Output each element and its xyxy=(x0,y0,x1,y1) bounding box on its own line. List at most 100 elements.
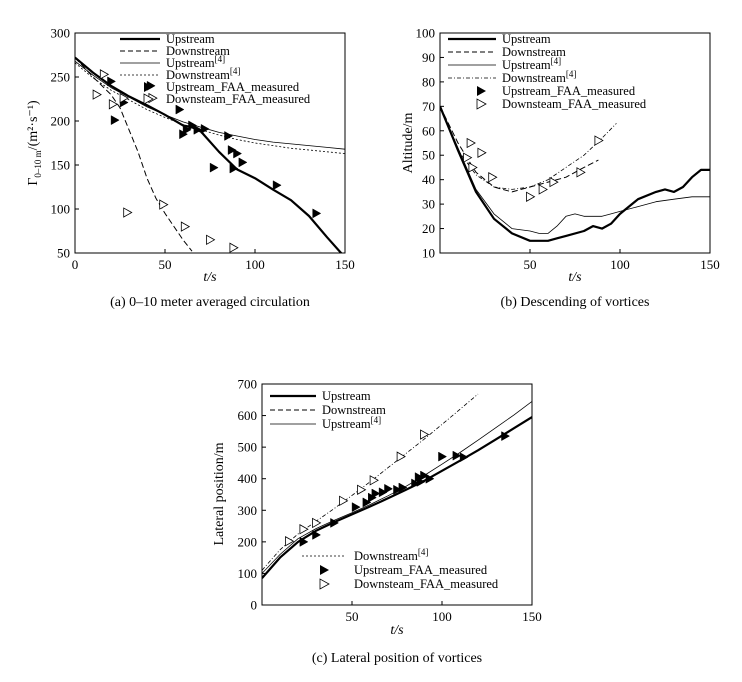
chart-c-xlabel: t/s xyxy=(390,623,404,638)
chart-c-xtick-label-1: 100 xyxy=(432,609,452,624)
chart-b-down_meas-marker-0 xyxy=(463,152,473,163)
chart-c-xtick-label-2: 150 xyxy=(522,609,542,624)
chart-a-ytick-label-1: 100 xyxy=(51,202,71,217)
chart-b-down_meas-marker-8 xyxy=(576,167,586,178)
chart-c-up_meas-marker-7 xyxy=(378,487,388,498)
chart-a-xtick-label-0: 0 xyxy=(72,257,79,272)
chart-a-legend-swatch-6 xyxy=(143,93,154,105)
chart-b-legend: Upstream Downstream Upstream[4] Downstre… xyxy=(448,32,647,111)
chart-b-ytick-label-2: 30 xyxy=(422,197,435,212)
chart-c-ytick-label-0: 0 xyxy=(251,598,258,613)
chart-a-legend: Upstream Downstream Upstream[4] Downstre… xyxy=(120,32,311,106)
chart-c-down_meas-marker-0 xyxy=(285,536,295,547)
chart-a-ytick-label-5: 300 xyxy=(51,26,71,41)
chart-b-xlabel: t/s xyxy=(568,270,582,285)
chart-b-legend-label-4: Downstream[4] xyxy=(502,69,576,85)
chart-a-legend-label-1: Upstream xyxy=(166,32,215,46)
chart-a-ytick-label-0: 50 xyxy=(57,246,70,261)
chart-b-down_meas-marker-5 xyxy=(526,191,536,202)
chart-a-up_meas-marker-11 xyxy=(224,131,234,141)
chart-c-up_meas-marker-9 xyxy=(393,484,403,495)
chart-a-down_meas-marker-2 xyxy=(108,99,119,110)
chart-b-down-line xyxy=(440,106,599,193)
chart-a-down_meas-marker-9 xyxy=(229,242,239,253)
chart-c-ytick-label-4: 400 xyxy=(238,471,258,486)
chart-b-down_meas-marker-6 xyxy=(538,184,548,195)
chart-c: 50 100 150 0 100 200 300 400 500 600 700 Lateral p… xyxy=(212,377,542,667)
chart-a-ytick-label-3: 200 xyxy=(51,114,71,129)
chart-c-ytick-label-7: 700 xyxy=(238,377,258,392)
chart-a-legend-label-4: Downstream[4] xyxy=(166,66,240,82)
chart-c-legend-bottom: Downstream[4] Upstream_FAA_measured Down… xyxy=(302,547,499,591)
chart-c-up_meas-marker-17 xyxy=(452,450,462,461)
chart-c-up_meas-marker-6 xyxy=(371,488,381,499)
chart-a-up_meas-marker-14 xyxy=(233,148,243,159)
chart-a-up_meas-marker-8 xyxy=(193,124,203,135)
chart-c-xtick-label-0: 50 xyxy=(346,609,359,624)
chart-a-ytick-label-2: 150 xyxy=(51,158,71,173)
chart-a-legend-label-2: Downstream xyxy=(166,44,230,58)
chart-a-plot-frame xyxy=(74,32,346,254)
chart-b: 50 100 150 10 20 30 40 50 60 70 80 90 100 Altitude/m… xyxy=(401,26,720,311)
chart-a-legend-label-3: Upstream[4] xyxy=(166,54,225,70)
chart-a-down_meas-marker-0 xyxy=(92,89,102,100)
chart-b-ytick-label-4: 50 xyxy=(422,148,435,163)
chart-a-caption: (a) 0–10 meter averaged circulation xyxy=(110,295,310,310)
chart-c-up_meas-marker-1 xyxy=(312,529,322,540)
chart-b-ytick-label-0: 10 xyxy=(422,246,435,261)
chart-c-ylabel: Lateral position/m xyxy=(212,442,227,545)
chart-b-down_meas-marker-7 xyxy=(549,176,559,188)
chart-c-down_ref-line xyxy=(262,393,479,571)
chart-c-down_meas-marker-5 xyxy=(369,475,379,486)
chart-c-up_meas-marker-2 xyxy=(330,517,340,528)
chart-a-up_meas-marker-6 xyxy=(182,124,192,135)
chart-b-down_meas-marker-4 xyxy=(488,172,498,183)
chart-c-plot-frame xyxy=(261,383,533,606)
chart-b-up-line xyxy=(440,105,710,242)
chart-c-up_meas-marker-10 xyxy=(398,482,408,493)
chart-c-ytick-label-6: 600 xyxy=(238,408,258,423)
chart-c-legend-top: Upstream Downstream Upstream[4] xyxy=(270,389,386,431)
chart-c-up_meas-marker-4 xyxy=(362,497,372,508)
chart-b-ticks: 50 100 150 10 20 30 40 50 60 70 80 90 100 xyxy=(416,26,720,273)
chart-b-xtick-label-2: 150 xyxy=(700,257,720,272)
chart-c-markers xyxy=(285,429,511,547)
chart-b-plot-frame xyxy=(439,32,711,254)
chart-a-xtick-label-1: 50 xyxy=(159,257,172,272)
chart-b-ytick-label-1: 20 xyxy=(422,221,435,236)
chart-a-xlabel: t/s xyxy=(203,270,217,285)
chart-a-up_meas-marker-9 xyxy=(200,123,210,134)
chart-a-down_meas-marker-8 xyxy=(206,234,216,245)
chart-a-down_meas-marker-4 xyxy=(123,207,133,218)
chart-a-down_meas-marker-7 xyxy=(180,221,191,232)
chart-b-ytick-label-7: 80 xyxy=(422,74,435,89)
chart-c-down_meas-marker-6 xyxy=(396,451,406,462)
chart-c-up_meas-marker-15 xyxy=(425,473,435,484)
chart-b-legend-swatch-5 xyxy=(477,86,486,96)
chart-a-up_meas-marker-7 xyxy=(188,120,198,131)
chart-a-legend-label-5: Upstream_FAA_measured xyxy=(166,80,300,94)
chart-a-down_ref-line xyxy=(75,62,345,154)
chart-a-ytick-label-4: 250 xyxy=(51,70,71,85)
chart-c-up_meas-marker-14 xyxy=(420,470,430,481)
chart-c-up_meas-marker-3 xyxy=(351,502,361,513)
chart-c-ytick-label-3: 300 xyxy=(238,503,258,518)
chart-c-ytick-label-5: 500 xyxy=(238,440,258,455)
chart-b-ytick-label-5: 60 xyxy=(422,123,435,138)
chart-a-up_meas-marker-10 xyxy=(209,162,219,173)
chart-c-up_meas-marker-19 xyxy=(501,431,511,442)
chart-b-ytick-label-9: 100 xyxy=(416,26,436,41)
chart-a-down-line xyxy=(75,57,193,252)
chart-b-markers xyxy=(463,135,604,202)
chart-c-legend-label-4: Downstream[4] xyxy=(354,547,428,563)
chart-b-down_meas-marker-1 xyxy=(466,137,476,149)
chart-a-up_meas-marker-4 xyxy=(175,104,185,115)
chart-c-down_meas-marker-1 xyxy=(299,524,309,535)
chart-b-down_meas-marker-2 xyxy=(468,162,478,173)
chart-b-legend-label-1: Upstream xyxy=(502,32,551,46)
chart-c-legend-label-1: Upstream xyxy=(322,389,371,403)
chart-c-ticks: 50 100 150 0 100 200 300 400 500 600 700 xyxy=(238,377,542,625)
chart-a-xtick-label-2: 100 xyxy=(245,257,265,272)
